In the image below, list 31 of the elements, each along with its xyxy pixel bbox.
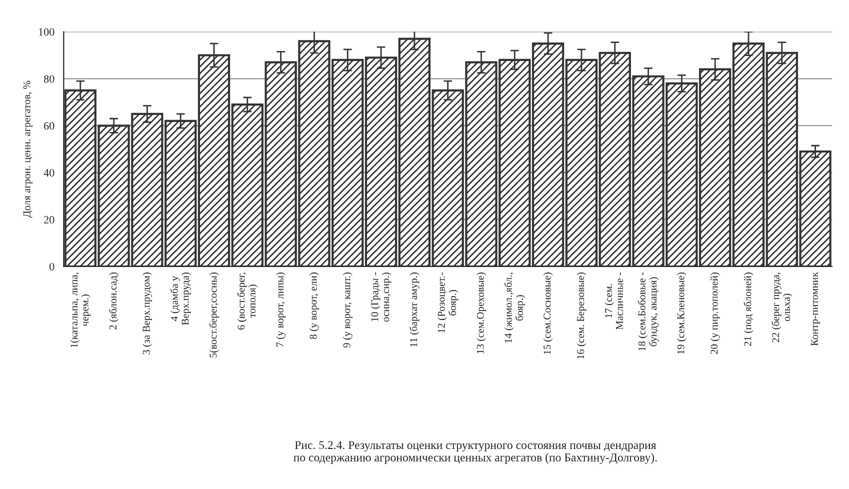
x-tick-label: 18 (сем.Бобовые - бундук, акация) — [638, 272, 659, 351]
text: Рис. 5.2.4. Результаты оценки структурного состояния почвы дендрария по содержанию агрономически ценных агрегатов (по Бахтину-Долгову). — [294, 441, 657, 464]
x-tick-label: 13 (сем.Ореховые) — [476, 272, 486, 354]
y-tick-label: 80 — [44, 75, 54, 83]
y-tick-label: 0 — [50, 262, 54, 270]
x-tick-label: 1(катальпа, липа, черем.) — [70, 272, 91, 348]
x-tick-label: 6 (вост.берег, тополя) — [237, 272, 258, 330]
y-tick-label: 40 — [44, 169, 54, 177]
x-tick-label: 16 (сем. Березовые) — [576, 272, 586, 359]
x-tick-label: 12 (Розоцвет.- бояр.) — [438, 272, 458, 333]
x-tick-label: Контр-питомник — [811, 272, 820, 346]
x-tick-label: 3 (за Верх.прудом) — [142, 272, 152, 354]
y-tick-label: 20 — [44, 216, 54, 224]
x-tick-label: 5(вост.берег,сосны) — [209, 272, 219, 358]
x-tick-label: 2 (яблон.сад) — [108, 272, 119, 330]
x-tick-label: 21 (под яблоней) — [744, 272, 754, 346]
x-tick-label: 4 (дамба у Верх.пруда) — [170, 272, 191, 325]
x-tick-label: 20 (у пир.тополей) — [710, 272, 720, 354]
x-tick-label: 8 (у ворот, ели) — [309, 272, 319, 339]
x-tick-label: 15 (сем.Сосновые) — [543, 272, 553, 354]
y-tick-label: 100 — [38, 28, 54, 36]
x-tick-label: 11 (бархат амур.) — [410, 272, 420, 347]
x-tick-label: 14 (жимол.,ябл., бояр.) — [504, 272, 526, 343]
x-tick-label: 22 (берег пруда, ольха) — [772, 272, 792, 342]
y-tick-label: 60 — [44, 122, 54, 130]
x-tick-label: 7 (у ворот, липы) — [276, 272, 286, 347]
y-axis-title: Доля агрон. ценн. агрегатов, % — [23, 80, 32, 218]
x-tick-label: 10 (Грады - осина,сир.) — [370, 272, 392, 322]
x-tick-label: 9 (у ворот, кашт.) — [342, 272, 352, 348]
x-tick-label: 17 (сем. Масличные - — [604, 272, 623, 330]
x-tick-label: 19 (сем.Кленовые) — [676, 272, 686, 354]
